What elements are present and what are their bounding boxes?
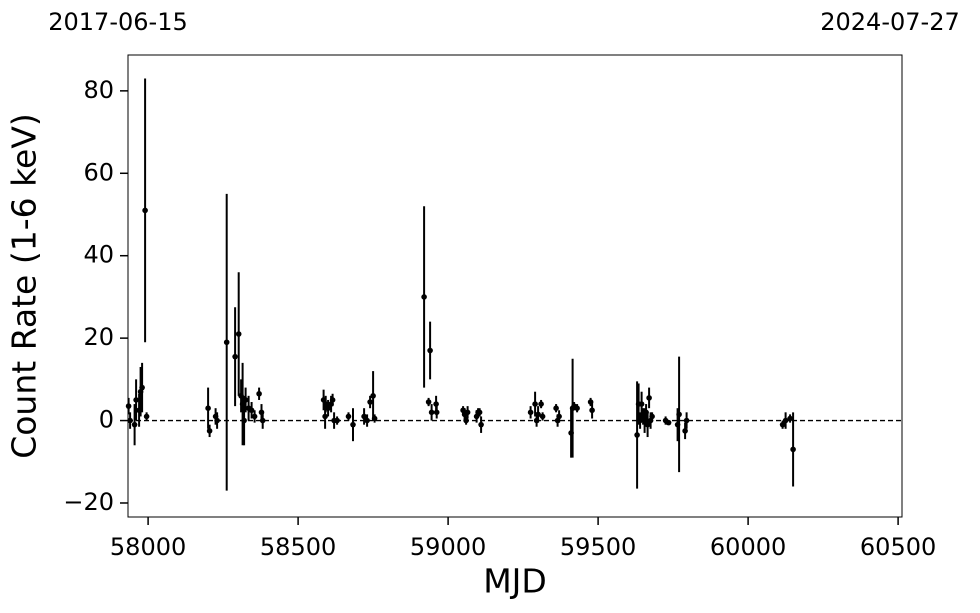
data-point [329, 397, 336, 403]
data-point [367, 399, 373, 405]
data-point [139, 384, 145, 391]
data-point [421, 294, 427, 300]
data-point [644, 421, 651, 428]
data-point [334, 417, 340, 424]
data-point [370, 393, 376, 399]
data-point [428, 409, 435, 416]
data-point [206, 428, 213, 434]
data-point [364, 417, 370, 424]
data-point [589, 407, 595, 414]
data-point [235, 331, 242, 337]
data-point [539, 413, 546, 420]
data-point [433, 401, 439, 407]
data-point [241, 417, 247, 424]
x-tick-label: 58000 [110, 533, 186, 561]
x-tick-label: 59500 [560, 533, 636, 561]
data-point [371, 415, 378, 422]
data-point [463, 417, 469, 424]
y-tick-label: 20 [83, 323, 114, 351]
data-point [682, 428, 688, 434]
data-point [427, 347, 433, 354]
data-point [638, 401, 645, 407]
plot-frame [127, 54, 903, 518]
data-point [574, 405, 580, 411]
data-point [131, 421, 138, 428]
data-point [259, 417, 266, 424]
y-tick-label: 0 [99, 406, 114, 434]
y-tick-label: 80 [83, 76, 114, 104]
data-point [133, 397, 139, 403]
y-tick-label: 60 [83, 158, 114, 186]
data-point [683, 417, 690, 424]
data-point [232, 353, 238, 360]
data-point [242, 397, 249, 403]
data-point [251, 413, 258, 420]
data-point [556, 413, 562, 420]
data-point [478, 421, 484, 428]
data-point [649, 413, 655, 420]
data-point [787, 415, 793, 422]
data-point [322, 413, 328, 420]
y-axis-label: Count Rate (1-6 keV) [5, 113, 44, 459]
data-point [345, 413, 352, 420]
data-point [214, 417, 220, 424]
end-date: 2024-07-27 [820, 8, 959, 36]
data-point [476, 409, 483, 416]
data-point [433, 409, 440, 416]
x-tick-label: 60500 [860, 533, 936, 561]
data-point [142, 207, 148, 214]
data-point [790, 446, 796, 453]
data-point [637, 417, 643, 424]
data-point [646, 395, 652, 401]
data-point [535, 411, 541, 418]
data-point [779, 421, 786, 428]
y-tick-label: −20 [63, 488, 114, 516]
start-date: 2017-06-15 [48, 8, 187, 36]
x-tick-label: 59000 [410, 533, 486, 561]
data-point [464, 409, 471, 416]
data-point [676, 411, 682, 418]
data-point [425, 399, 432, 405]
data-point [532, 401, 538, 407]
data-point [527, 409, 534, 416]
y-tick-label: 40 [83, 241, 114, 269]
data-point [256, 390, 262, 397]
data-point [350, 421, 356, 428]
data-point [248, 407, 255, 414]
data-point [538, 401, 544, 407]
x-tick-label: 58500 [260, 533, 336, 561]
data-point [143, 413, 150, 420]
data-point [127, 417, 133, 424]
x-axis-label: MJD [483, 562, 547, 601]
data-point [361, 413, 367, 420]
x-tick-label: 60000 [710, 533, 786, 561]
data-point [125, 403, 132, 409]
data-point [634, 432, 640, 438]
data-point [325, 405, 331, 411]
data-point [553, 405, 559, 411]
data-point [665, 419, 672, 426]
data-point [205, 405, 211, 411]
data-point [223, 339, 230, 346]
data-point [782, 417, 789, 424]
